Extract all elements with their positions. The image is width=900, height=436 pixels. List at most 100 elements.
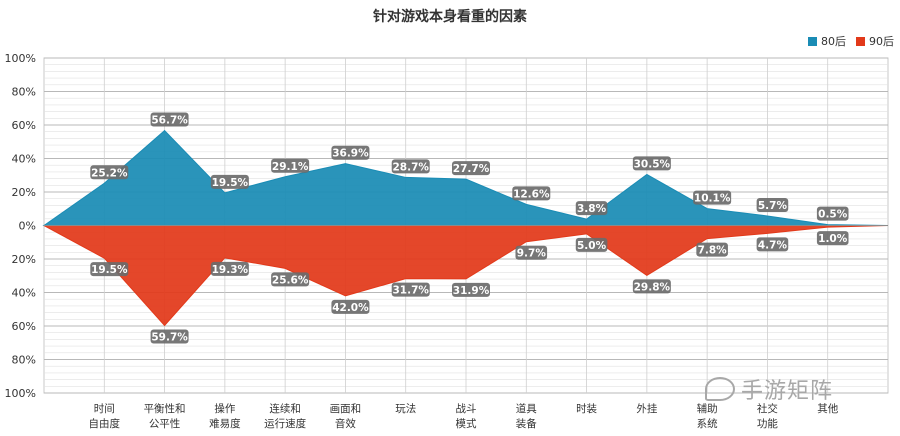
y-tick-label: 80% (12, 86, 36, 99)
data-label-0-1: 56.7% (150, 112, 189, 127)
data-label-1-11: 4.7% (756, 237, 789, 252)
data-label-text: 5.7% (758, 200, 788, 212)
series-area-1 (43, 225, 889, 327)
data-label-0-4: 36.9% (331, 145, 370, 160)
y-tick-label: 100% (5, 387, 36, 400)
data-labels: 25.2% 56.7% 19.5% 29.1% 36.9% 28.7% 27.7% 12.6%… (90, 112, 849, 344)
data-label-text: 7.8% (698, 245, 728, 257)
x-tick-label: 战斗 (456, 403, 477, 415)
data-label-text: 31.9% (453, 285, 490, 297)
data-label-text: 4.7% (758, 239, 788, 251)
data-label-box (271, 272, 310, 287)
data-label-0-8: 3.8% (575, 201, 608, 216)
data-label-box (271, 158, 310, 173)
data-label-text: 28.7% (392, 161, 429, 173)
data-label-text: 31.7% (392, 285, 429, 297)
legend-label-80: 80后 (821, 35, 846, 48)
x-tick-label: 时间 (94, 402, 115, 415)
data-label-box (331, 145, 370, 160)
x-tick-label: 其他 (817, 402, 838, 415)
data-label-text: 1.0% (818, 233, 848, 245)
data-label-text: 59.7% (151, 331, 188, 343)
legend: 80后 90后 (808, 33, 894, 49)
data-label-box (452, 161, 490, 176)
data-label-text: 30.5% (634, 158, 671, 170)
data-label-1-4: 42.0% (331, 299, 370, 314)
x-tick-label: 装备 (516, 417, 537, 430)
data-label-1-5: 31.7% (391, 282, 430, 297)
data-label-0-3: 29.1% (271, 158, 310, 173)
legend-label-90: 90后 (869, 35, 894, 48)
data-label-0-6: 27.7% (452, 161, 490, 176)
series-areas (42, 129, 889, 327)
x-tick-label: 音效 (335, 417, 356, 430)
y-tick-label: 60% (12, 119, 36, 132)
data-label-1-6: 31.9% (452, 282, 490, 297)
y-tick-label: 60% (12, 320, 36, 333)
data-label-text: 56.7% (151, 115, 188, 127)
x-tick-label: 社交 (757, 402, 778, 415)
wechat-icon (705, 377, 735, 401)
watermark: 手游矩阵 (705, 373, 833, 405)
data-label-box (391, 159, 430, 174)
data-label-box (150, 112, 189, 127)
data-label-0-2: 19.5% (210, 174, 249, 189)
data-label-box (90, 165, 129, 180)
y-tick-label: 40% (12, 153, 36, 166)
data-label-0-12: 0.5% (816, 206, 849, 221)
data-label-box (512, 186, 551, 201)
data-label-0-0: 25.2% (90, 165, 129, 180)
data-label-box (515, 245, 548, 260)
data-label-text: 19.3% (212, 264, 249, 276)
data-label-1-1: 59.7% (150, 329, 189, 344)
x-tick-label: 功能 (757, 417, 778, 430)
data-label-box (816, 231, 849, 246)
data-label-text: 10.1% (694, 193, 731, 205)
data-label-text: 19.5% (212, 177, 249, 189)
data-label-text: 25.2% (91, 167, 128, 179)
x-tick-label: 系统 (697, 417, 718, 430)
data-label-text: 12.6% (513, 188, 550, 200)
data-label-1-2: 19.3% (210, 261, 249, 276)
data-label-box (575, 237, 608, 252)
data-label-text: 29.1% (272, 161, 309, 173)
y-tick-label: 40% (12, 287, 36, 300)
data-label-0-7: 12.6% (512, 186, 551, 201)
data-label-1-3: 25.6% (271, 272, 310, 287)
y-tick-label: 20% (12, 186, 36, 199)
series-area-0 (42, 129, 889, 226)
data-label-box (210, 261, 249, 276)
x-tick-label: 时装 (576, 402, 597, 415)
legend-item-90[interactable]: 90后 (856, 33, 894, 49)
data-label-text: 29.8% (634, 281, 671, 293)
data-label-0-9: 30.5% (632, 156, 671, 171)
data-label-1-0: 19.5% (90, 262, 129, 277)
data-label-0-5: 28.7% (391, 159, 430, 174)
data-label-box (756, 237, 789, 252)
legend-item-80[interactable]: 80后 (808, 33, 846, 49)
data-label-1-9: 29.8% (632, 279, 671, 294)
x-tick-label: 自由度 (89, 417, 121, 430)
data-label-box (816, 206, 849, 221)
data-label-text: 3.8% (577, 203, 607, 215)
data-label-text: 42.0% (332, 302, 369, 314)
y-tick-label: 0% (19, 220, 36, 233)
data-label-1-12: 1.0% (816, 231, 849, 246)
data-label-0-11: 5.7% (756, 197, 789, 212)
x-tick-label: 玩法 (395, 402, 416, 415)
data-label-box (391, 282, 430, 297)
x-tick-label: 操作 (214, 402, 235, 415)
y-tick-label: 100% (5, 52, 36, 65)
data-label-box (632, 279, 671, 294)
data-label-text: 36.9% (332, 148, 369, 160)
data-label-text: 25.6% (272, 274, 309, 286)
data-label-box (575, 201, 608, 216)
data-label-0-10: 10.1% (693, 190, 732, 205)
data-label-box (452, 282, 490, 297)
data-label-box (90, 262, 129, 277)
data-label-box (756, 197, 789, 212)
chart-title: 针对游戏本身看重的因素 (373, 9, 527, 25)
x-tick-label: 难易度 (209, 417, 241, 430)
x-tick-label: 辅助 (697, 402, 718, 415)
